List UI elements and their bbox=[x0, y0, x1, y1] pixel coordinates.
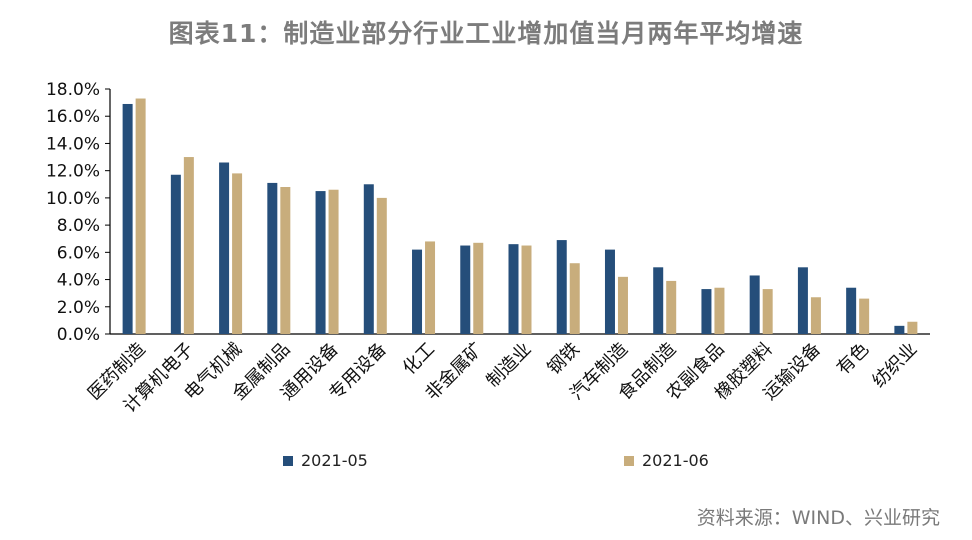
legend-swatch-series-1 bbox=[283, 455, 293, 466]
x-tick-label: 化工 bbox=[399, 339, 439, 379]
bar-series-2 bbox=[135, 98, 146, 335]
y-tick-label: 12.0% bbox=[46, 162, 100, 182]
bar-series-2 bbox=[666, 280, 677, 334]
chart-title: 图表11：制造业部分行业工业增加值当月两年平均增速 bbox=[168, 19, 804, 48]
bar-series-1 bbox=[701, 289, 712, 334]
bar-series-2 bbox=[859, 298, 870, 334]
y-tick-label: 8.0% bbox=[57, 216, 100, 236]
source-note: 资料来源：WIND、兴业研究 bbox=[696, 507, 940, 529]
bar-series-2 bbox=[521, 245, 532, 334]
legend-item-series-2: 2021-06 bbox=[624, 451, 709, 470]
bar-series-1 bbox=[315, 191, 326, 334]
bar-series-1 bbox=[363, 184, 374, 334]
legend-item-series-1: 2021-05 bbox=[283, 451, 368, 470]
x-tick-label: 制造业 bbox=[483, 339, 536, 392]
bar-series-1 bbox=[749, 275, 760, 334]
bar-series-2 bbox=[569, 263, 580, 334]
bar-series-2 bbox=[617, 276, 628, 334]
bar-series-2 bbox=[810, 297, 821, 334]
bar-series-1 bbox=[797, 267, 808, 334]
bar-series-2 bbox=[473, 242, 484, 334]
bar-series-1 bbox=[604, 249, 615, 334]
y-tick-label: 16.0% bbox=[46, 107, 100, 127]
legend-label-series-1: 2021-05 bbox=[301, 451, 368, 470]
bar-series-1 bbox=[219, 162, 230, 334]
bar-series-2 bbox=[376, 197, 387, 334]
bar-series-2 bbox=[425, 241, 436, 334]
x-tick-label: 纺织业 bbox=[868, 339, 921, 392]
bar-series-2 bbox=[762, 289, 773, 334]
bar-series-2 bbox=[328, 189, 339, 334]
bar-series-1 bbox=[556, 240, 567, 334]
legend: 2021-05 2021-06 bbox=[0, 451, 972, 475]
legend-swatch-series-2 bbox=[624, 455, 634, 466]
y-tick-label: 6.0% bbox=[57, 243, 100, 263]
bar-series-2 bbox=[714, 287, 725, 334]
y-tick-label: 2.0% bbox=[57, 298, 100, 318]
x-tick-label: 钢铁 bbox=[543, 339, 583, 379]
bar-series-1 bbox=[122, 103, 133, 334]
y-tick-label: 10.0% bbox=[46, 189, 100, 209]
bar-series-2 bbox=[183, 157, 194, 334]
bar-series-1 bbox=[412, 249, 423, 334]
bar-series-2 bbox=[232, 173, 243, 334]
y-tick-label: 14.0% bbox=[46, 134, 100, 154]
legend-label-series-2: 2021-06 bbox=[642, 451, 709, 470]
bar-series-1 bbox=[508, 244, 519, 334]
bar-series-1 bbox=[267, 182, 278, 334]
bar-series-1 bbox=[460, 245, 471, 334]
bar-series-1 bbox=[894, 325, 905, 334]
bar-series-1 bbox=[653, 267, 664, 334]
y-tick-label: 18.0% bbox=[46, 80, 100, 100]
bar-series-1 bbox=[846, 287, 857, 334]
x-tick-label: 有色 bbox=[833, 339, 873, 379]
bar-series-1 bbox=[170, 174, 181, 334]
bar-series-2 bbox=[280, 187, 291, 334]
y-tick-label: 0.0% bbox=[57, 325, 100, 345]
y-tick-label: 4.0% bbox=[57, 271, 100, 291]
bar-series-2 bbox=[907, 321, 918, 334]
